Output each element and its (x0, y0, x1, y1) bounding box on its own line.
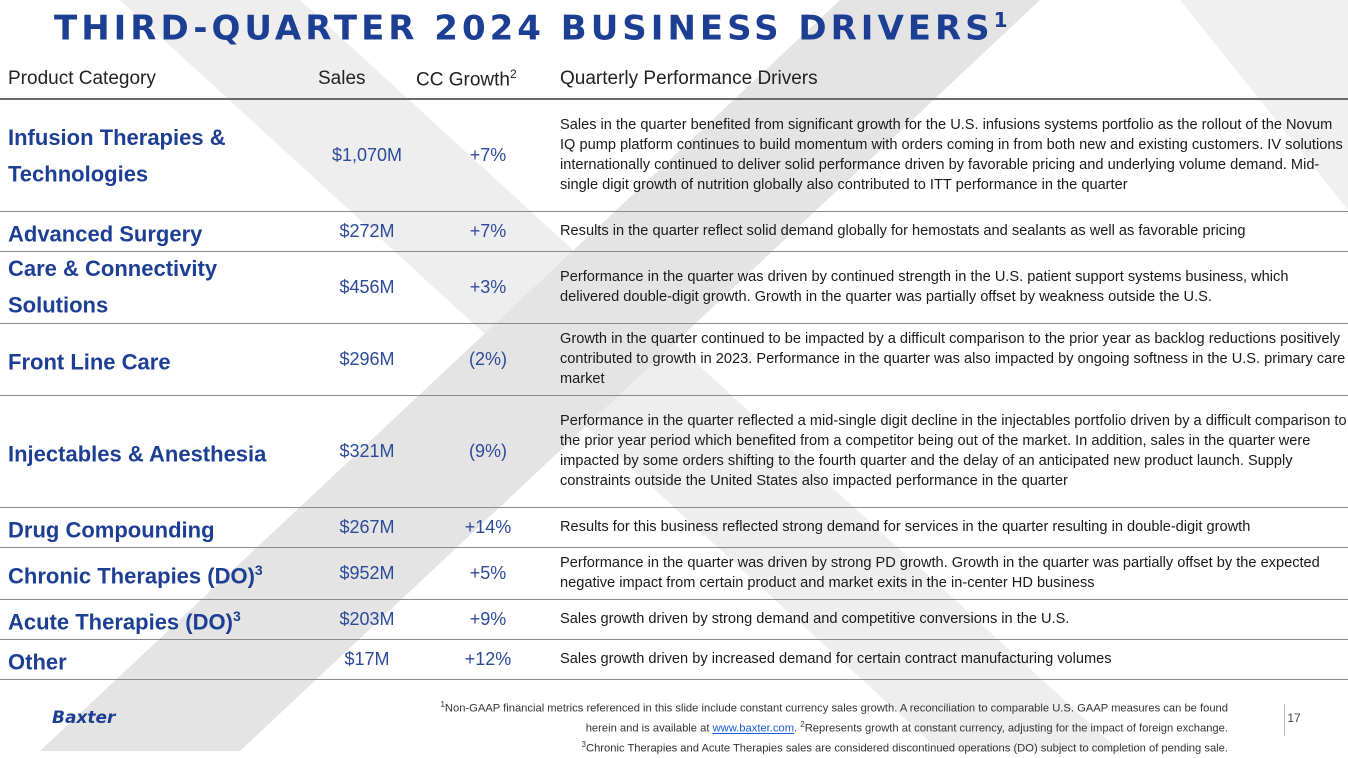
performance-drivers-cell: Sales growth driven by strong demand and… (560, 599, 1348, 640)
header-product-category: Product Category (0, 60, 318, 100)
cc-growth-cell: (9%) (416, 395, 560, 508)
product-category-cell: Acute Therapies (DO)3 (0, 599, 318, 640)
sales-cell: $1,070M (318, 99, 416, 212)
cc-growth-cell: +5% (416, 547, 560, 600)
table-row: Care & Connectivity Solutions $456M +3% Per… (0, 251, 1348, 324)
performance-drivers-cell: Performance in the quarter reflected a m… (560, 395, 1348, 508)
cc-growth-cell: (2%) (416, 323, 560, 396)
performance-drivers-cell: Sales in the quarter benefited from sign… (560, 99, 1348, 212)
product-category-cell: Chronic Therapies (DO)3 (0, 547, 318, 600)
product-category-cell: Drug Compounding (0, 507, 318, 548)
performance-drivers-cell: Performance in the quarter was driven by… (560, 251, 1348, 324)
table-row: Acute Therapies (DO)3 $203M +9% Sales growt… (0, 599, 1348, 640)
sales-cell: $272M (318, 211, 416, 252)
baxter-logo: Baxter (52, 708, 116, 728)
product-category-cell: Other (0, 639, 318, 680)
sales-cell: $17M (318, 639, 416, 680)
cc-growth-cell: +3% (416, 251, 560, 324)
business-drivers-table: Product Category Sales CC Growth2 Quarte… (0, 60, 1348, 680)
table-row: Front Line Care $296M (2%) Growth in the qu… (0, 323, 1348, 396)
table-row: Infusion Therapies & Technologies $1,070M… (0, 99, 1348, 212)
sales-cell: $203M (318, 599, 416, 640)
product-category-cell: Infusion Therapies & Technologies (0, 99, 318, 212)
performance-drivers-cell: Results for this business reflected stro… (560, 507, 1348, 548)
sales-cell: $267M (318, 507, 416, 548)
product-category-cell: Injectables & Anesthesia (0, 395, 318, 508)
baxter-website-link[interactable]: www.baxter.com (712, 722, 795, 735)
sales-cell: $456M (318, 251, 416, 324)
product-category-cell: Care & Connectivity Solutions (0, 251, 318, 324)
table-header-row: Product Category Sales CC Growth2 Quarte… (0, 60, 1348, 100)
header-sales: Sales (318, 60, 416, 100)
footnotes: 1Non-GAAP financial metrics referenced i… (440, 700, 1228, 756)
title-footnote-marker: 1 (993, 8, 1008, 32)
performance-drivers-cell: Growth in the quarter continued to be im… (560, 323, 1348, 396)
cc-growth-cell: +9% (416, 599, 560, 640)
table-row: Chronic Therapies (DO)3 $952M +5% Performan… (0, 547, 1348, 600)
performance-drivers-cell: Results in the quarter reflect solid dem… (560, 211, 1348, 252)
sales-cell: $952M (318, 547, 416, 600)
cc-growth-cell: +12% (416, 639, 560, 680)
performance-drivers-cell: Sales growth driven by increased demand … (560, 639, 1348, 680)
product-category-cell: Advanced Surgery (0, 211, 318, 252)
sales-cell: $296M (318, 323, 416, 396)
page-number: 17 (1287, 711, 1301, 725)
footer-divider (1284, 704, 1285, 736)
table-row: Other $17M +12% Sales growth driven by incr… (0, 639, 1348, 680)
table-row: Advanced Surgery $272M +7% Results in the q… (0, 211, 1348, 252)
cc-growth-cell: +7% (416, 211, 560, 252)
performance-drivers-cell: Performance in the quarter was driven by… (560, 547, 1348, 600)
cc-growth-cell: +7% (416, 99, 560, 212)
sales-cell: $321M (318, 395, 416, 508)
cc-growth-cell: +14% (416, 507, 560, 548)
table-row: Injectables & Anesthesia $321M (9%) Perform… (0, 395, 1348, 508)
header-cc-growth: CC Growth2 (416, 60, 560, 100)
header-performance-drivers: Quarterly Performance Drivers (560, 60, 1348, 100)
table-row: Drug Compounding $267M +14% Results for thi… (0, 507, 1348, 548)
slide-title: THIRD-QUARTER 2024 BUSINESS DRIVERS1 (54, 8, 1008, 49)
product-category-cell: Front Line Care (0, 323, 318, 396)
